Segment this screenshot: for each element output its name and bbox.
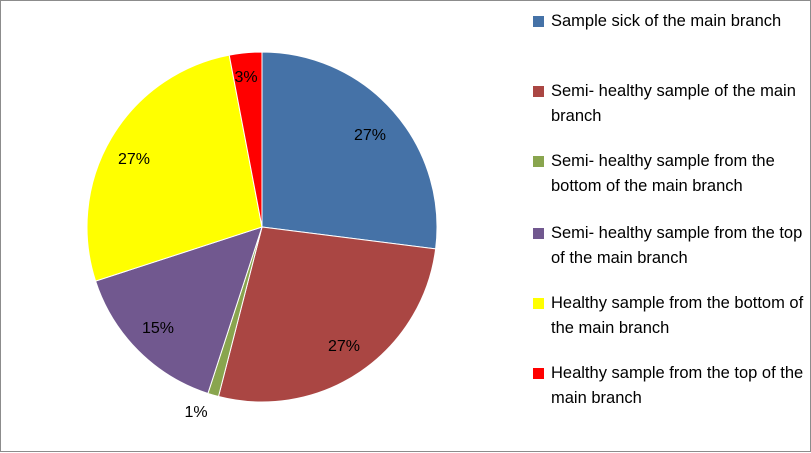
pie-slice xyxy=(217,226,437,403)
slice-data-label: 27% xyxy=(354,127,386,144)
legend-item: Semi- healthy sample from the bottom of … xyxy=(529,149,804,198)
legend-label: Semi- healthy sample from the bottom of … xyxy=(551,152,775,195)
legend-label: Healthy sample from the top of the main … xyxy=(551,364,804,407)
legend-swatch xyxy=(533,368,544,379)
pie-slice xyxy=(261,51,438,250)
legend-swatch xyxy=(533,86,544,97)
legend-item: Sample sick of the main branch xyxy=(529,9,804,34)
legend-swatch xyxy=(533,228,544,239)
legend-label: Sample sick of the main branch xyxy=(551,12,782,30)
pie-slices xyxy=(86,51,438,403)
legend-item: Healthy sample from the bottom of the ma… xyxy=(529,291,804,340)
slice-data-label: 15% xyxy=(142,320,174,337)
legend-label: Semi- healthy sample of the main branch xyxy=(551,82,796,125)
legend-swatch xyxy=(533,156,544,167)
legend-item: Healthy sample from the top of the main … xyxy=(529,361,804,410)
pie-slice xyxy=(228,51,263,228)
legend-swatch xyxy=(533,16,544,27)
slice-data-label: 27% xyxy=(328,338,360,355)
slice-data-label: 1% xyxy=(184,404,207,421)
slice-data-label: 3% xyxy=(234,69,257,86)
legend-label: Semi- healthy sample from the top of the… xyxy=(551,224,803,267)
pie-slice xyxy=(86,54,263,282)
legend-item: Semi- healthy sample of the main branch xyxy=(529,79,804,128)
legend-item: Semi- healthy sample from the top of the… xyxy=(529,221,804,270)
slice-data-label: 27% xyxy=(118,151,150,168)
legend-swatch xyxy=(533,298,544,309)
pie-slice xyxy=(94,226,263,395)
pie-data-labels: 27% 27% 1% 15% 27% 3% xyxy=(118,69,386,421)
legend-label: Healthy sample from the bottom of the ma… xyxy=(551,294,804,337)
